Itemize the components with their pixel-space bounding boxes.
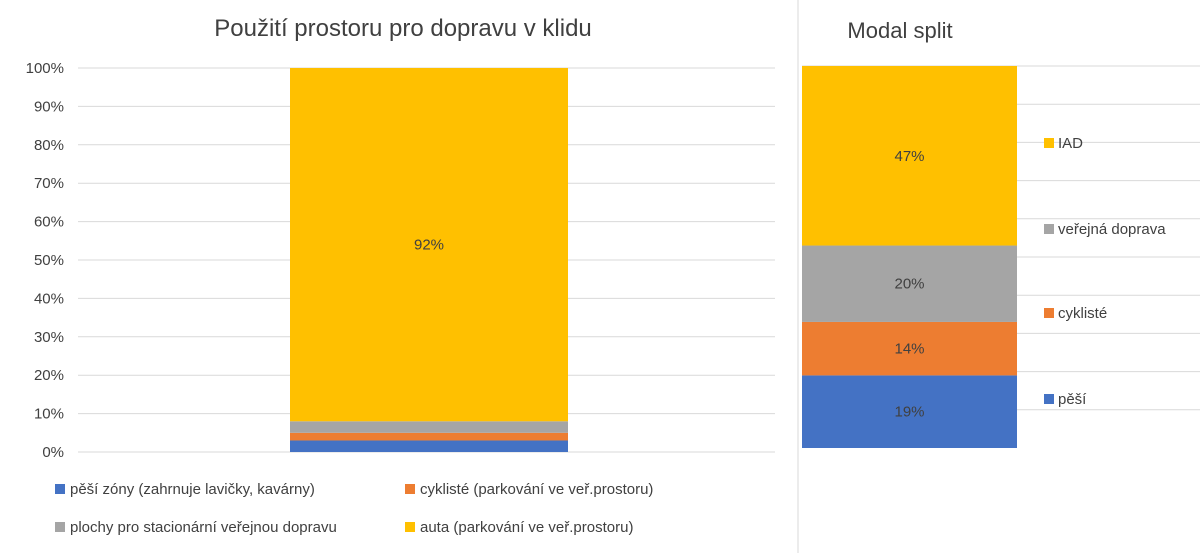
legend-swatch bbox=[55, 522, 65, 532]
data-label: 47% bbox=[894, 148, 924, 165]
legend: pěší cyklisté veřejná doprava IAD bbox=[1044, 135, 1166, 408]
y-tick-label: 20% bbox=[34, 367, 64, 384]
bar-segment-plochy-pro-stacionarni-verejnou-dopravu bbox=[290, 421, 568, 433]
data-label: 20% bbox=[894, 276, 924, 293]
bar-segment-pesi bbox=[802, 375, 1017, 448]
bar-segment-pesi-zony-zahrnuje-lavicky-kavarny bbox=[290, 440, 568, 452]
y-tick-label: 50% bbox=[34, 252, 64, 269]
legend-label: veřejná doprava bbox=[1058, 221, 1166, 238]
bar-segments bbox=[290, 68, 568, 452]
y-tick-label: 70% bbox=[34, 175, 64, 192]
legend-swatch bbox=[1044, 308, 1054, 318]
legend-swatch bbox=[1044, 224, 1054, 234]
legend-swatch bbox=[405, 484, 415, 494]
legend-label: plochy pro stacionární veřejnou dopravu bbox=[70, 519, 337, 536]
legend-label: auta (parkování ve veř.prostoru) bbox=[420, 519, 633, 536]
y-tick-label: 30% bbox=[34, 329, 64, 346]
bar-segment-auta-parkovani-ve-ver-prostoru bbox=[290, 68, 568, 422]
legend: pěší zóny (zahrnuje lavičky, kavárny) cyk… bbox=[55, 481, 653, 536]
legend-swatch bbox=[1044, 394, 1054, 404]
data-label: 14% bbox=[894, 341, 924, 358]
y-tick-label: 10% bbox=[34, 406, 64, 423]
data-labels: 19% 14% 20% 47% bbox=[894, 148, 924, 421]
y-tick-label: 40% bbox=[34, 290, 64, 307]
legend-swatch bbox=[55, 484, 65, 494]
legend-label: pěší bbox=[1058, 391, 1087, 408]
legend-label: pěší zóny (zahrnuje lavičky, kavárny) bbox=[70, 481, 315, 498]
bar-segment-verejna-doprava bbox=[802, 245, 1017, 322]
bar-segment-cykliste bbox=[802, 321, 1017, 376]
chart-title-space-usage: Použití prostoru pro dopravu v klidu bbox=[214, 15, 592, 42]
bar-segment-iad bbox=[802, 66, 1017, 246]
y-axis-ticks: 0% 10% 20% 30% 40% 50% 60% 70% 80% 90% 100% bbox=[26, 60, 64, 461]
y-tick-label: 100% bbox=[26, 60, 64, 77]
legend-label: cyklisté (parkování ve veř.prostoru) bbox=[420, 481, 653, 498]
chart-modal-split: Modal split 19% 14% 20% 47% pěší cyklisté veř… bbox=[802, 18, 1200, 448]
y-tick-label: 80% bbox=[34, 137, 64, 154]
chart-title-modal-split: Modal split bbox=[847, 18, 952, 43]
legend-label: cyklisté bbox=[1058, 305, 1107, 322]
y-tick-label: 60% bbox=[34, 214, 64, 231]
data-labels: 92% bbox=[414, 237, 444, 254]
legend-swatch bbox=[405, 522, 415, 532]
bar-segment-cykliste-parkovani-ve-ver-prostoru bbox=[290, 432, 568, 441]
legend-swatch bbox=[1044, 138, 1054, 148]
chart-space-usage: Použití prostoru pro dopravu v klidu 0% 1… bbox=[26, 15, 775, 536]
data-label: 19% bbox=[894, 404, 924, 421]
data-label: 92% bbox=[414, 237, 444, 254]
bar-segments bbox=[802, 66, 1017, 448]
y-tick-label: 0% bbox=[42, 444, 64, 461]
y-tick-label: 90% bbox=[34, 98, 64, 115]
legend-label: IAD bbox=[1058, 135, 1083, 152]
